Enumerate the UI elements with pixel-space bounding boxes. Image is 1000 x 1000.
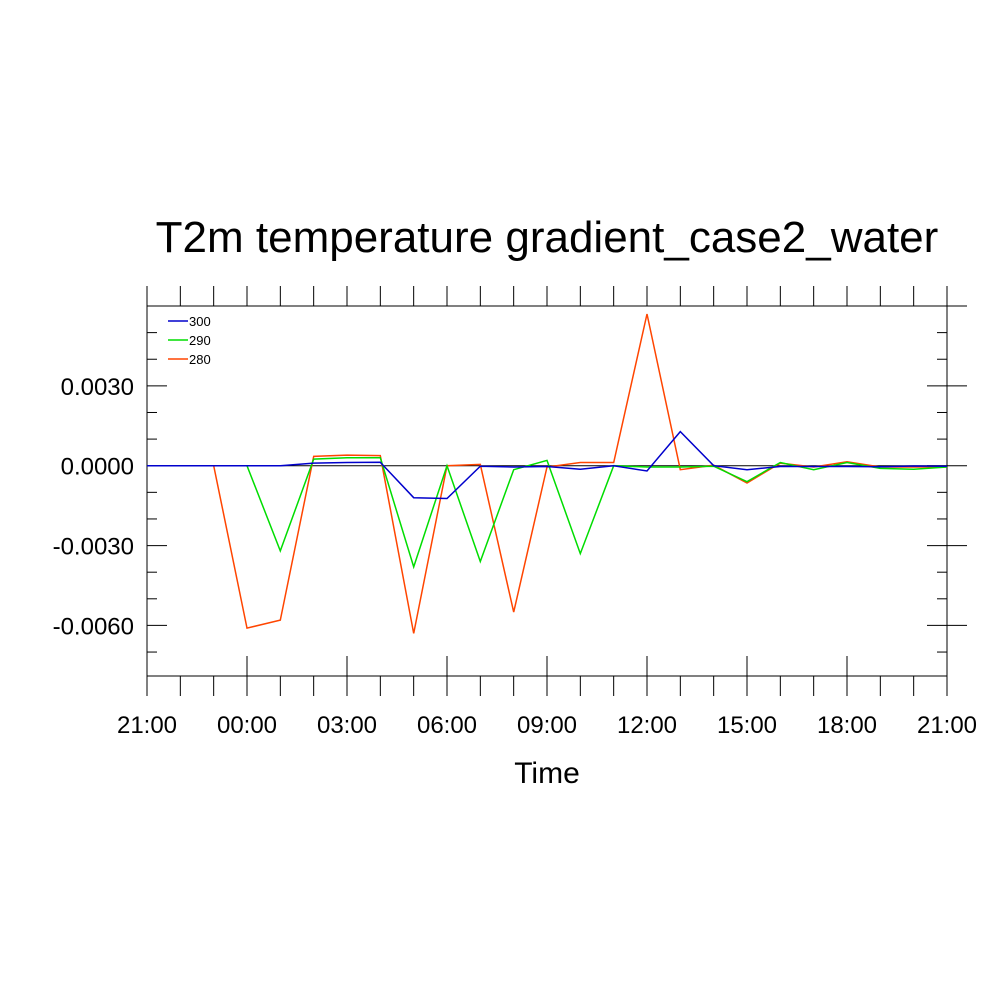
x-tick-label: 06:00 [417, 712, 477, 739]
y-tick-label: -0.0060 [53, 613, 134, 640]
x-tick-label: 21:00 [117, 712, 177, 739]
legend-label-290: 290 [189, 333, 211, 348]
y-axis: -0.0060 -0.0030 0.0000 0.0030 [53, 305, 967, 653]
legend-label-300: 300 [189, 314, 211, 329]
x-tick-label: 00:00 [217, 712, 277, 739]
series-layer [147, 313, 948, 634]
y-tick-label: 0.0000 [61, 454, 134, 481]
x-tick-label: 15:00 [717, 712, 777, 739]
chart-title: T2m temperature gradient_case2_water [156, 213, 939, 262]
series-line-290 [147, 456, 948, 570]
x-tick-label: 21:00 [917, 712, 977, 739]
legend: 300 290 280 [168, 314, 211, 367]
x-tick-label: 18:00 [817, 712, 877, 739]
x-tick-label: 09:00 [517, 712, 577, 739]
plot-frame [146, 305, 948, 677]
x-axis-label: Time [514, 757, 580, 790]
y-tick-label: -0.0030 [53, 534, 134, 561]
y-tick-label: 0.0030 [61, 374, 134, 401]
x-tick-label: 12:00 [617, 712, 677, 739]
series-line-300 [147, 430, 948, 500]
legend-label-280: 280 [189, 352, 211, 367]
series-line-280 [147, 313, 947, 634]
x-axis: 21:00 00:00 03:00 06:00 09:00 12:00 15:00 18:00… [117, 286, 977, 739]
x-tick-label: 03:00 [317, 712, 377, 739]
